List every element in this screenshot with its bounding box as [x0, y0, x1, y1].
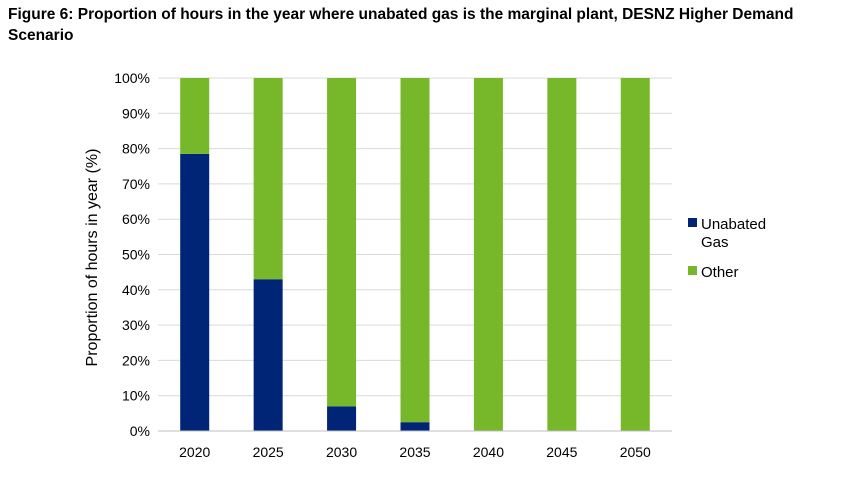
legend-swatch-other — [688, 266, 697, 275]
y-axis-ticks: 0% 10% 20% 30% 40% 50% 60% 70% 80% 90% 100% — [114, 70, 150, 439]
bar-other-2030 — [327, 78, 357, 407]
chart-title: Figure 6: Proportion of hours in the yea… — [8, 6, 794, 44]
bar-unabated-gas-2020 — [180, 153, 210, 431]
bar-unabated-gas-2035 — [400, 422, 430, 431]
y-tick-label: 0% — [130, 423, 150, 439]
y-tick-label: 70% — [122, 176, 150, 192]
x-tick-label: 2035 — [399, 444, 430, 460]
bar-other-2040 — [473, 78, 503, 431]
bars — [180, 78, 650, 431]
bar-other-2050 — [620, 78, 650, 431]
y-tick-label: 60% — [122, 211, 150, 227]
bar-unabated-gas-2025 — [253, 279, 283, 431]
bar-other-2020 — [180, 78, 210, 154]
legend-label: Unabated — [701, 216, 766, 233]
y-tick-label: 20% — [122, 352, 150, 368]
y-tick-label: 50% — [122, 247, 150, 263]
y-tick-label: 80% — [122, 141, 150, 157]
y-tick-label: 10% — [122, 388, 150, 404]
legend-swatch-unabated-gas — [688, 218, 697, 227]
x-tick-label: 2050 — [620, 444, 651, 460]
y-tick-label: 40% — [122, 282, 150, 298]
x-tick-label: 2025 — [253, 444, 284, 460]
x-axis-ticks: 2020 2025 2030 2035 2040 2045 2050 — [179, 444, 651, 460]
legend-label: Other — [701, 264, 739, 281]
bar-other-2025 — [253, 78, 283, 280]
bar-other-2045 — [547, 78, 577, 431]
x-tick-label: 2020 — [179, 444, 210, 460]
x-tick-label: 2030 — [326, 444, 357, 460]
y-tick-label: 100% — [114, 70, 150, 86]
x-tick-label: 2045 — [546, 444, 577, 460]
x-tick-label: 2040 — [473, 444, 504, 460]
legend-label: Gas — [701, 234, 729, 251]
bar-unabated-gas-2030 — [327, 406, 357, 431]
bar-other-2035 — [400, 78, 430, 423]
y-tick-label: 30% — [122, 317, 150, 333]
y-tick-label: 90% — [122, 105, 150, 121]
y-axis-label: Proportion of hours in year (%) — [84, 149, 101, 367]
